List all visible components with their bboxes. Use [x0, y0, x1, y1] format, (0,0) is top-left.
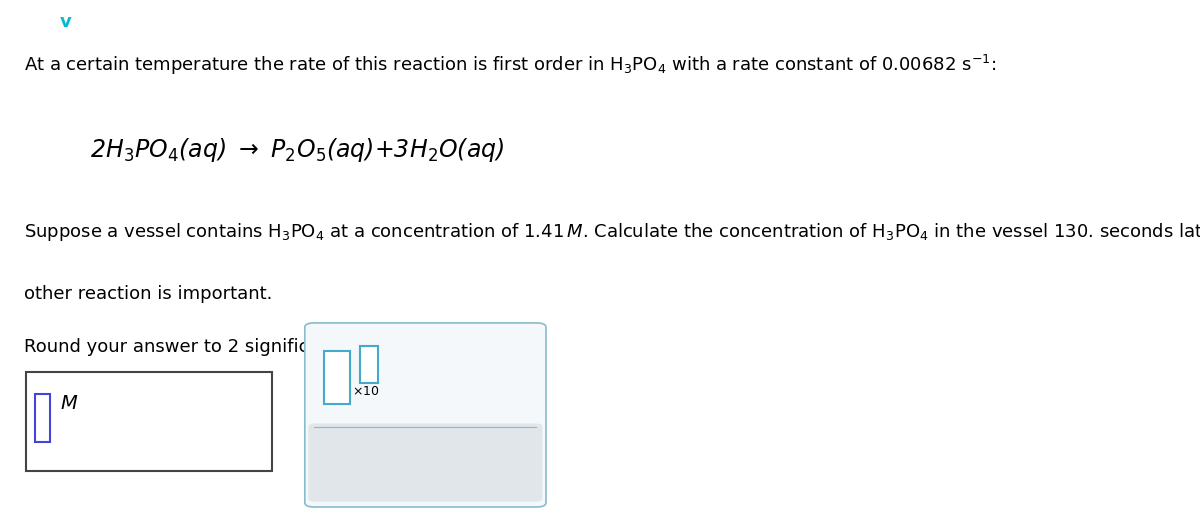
FancyBboxPatch shape [308, 423, 542, 502]
Text: At a certain temperature the rate of this reaction is first order in H$_3$PO$_4$: At a certain temperature the rate of thi… [24, 53, 996, 77]
Text: 2H$_3$PO$_4$(aq) $\rightarrow$ P$_2$O$_5$(aq)+3H$_2$O(aq): 2H$_3$PO$_4$(aq) $\rightarrow$ P$_2$O$_5… [90, 136, 504, 164]
Text: Suppose a vessel contains H$_3$PO$_4$ at a concentration of 1.41$\,M$. Calculate: Suppose a vessel contains H$_3$PO$_4$ at… [24, 221, 1200, 243]
Text: $\times$10: $\times$10 [352, 385, 379, 397]
Text: Round your answer to 2 significant digits.: Round your answer to 2 significant digit… [24, 338, 398, 356]
Text: other reaction is important.: other reaction is important. [24, 285, 272, 303]
Text: $M$: $M$ [60, 394, 78, 413]
Bar [35, 394, 50, 442]
Text: v: v [60, 13, 72, 31]
FancyBboxPatch shape [305, 323, 546, 507]
Bar [26, 372, 272, 471]
Text: ↺: ↺ [418, 453, 434, 472]
Bar [360, 346, 378, 383]
Text: ?: ? [494, 453, 506, 472]
Text: ×: × [348, 453, 365, 472]
Bar [324, 351, 350, 404]
